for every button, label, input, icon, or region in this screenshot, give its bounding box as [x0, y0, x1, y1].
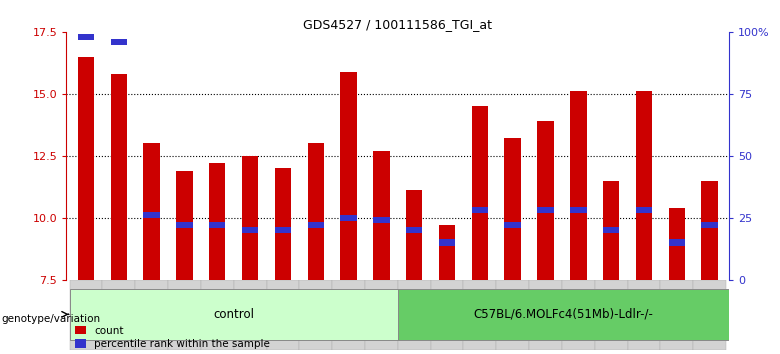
Bar: [668, 208, 685, 280]
Bar: [275, 168, 291, 280]
Title: GDS4527 / 100111586_TGI_at: GDS4527 / 100111586_TGI_at: [303, 18, 492, 31]
Bar: [307, 143, 324, 280]
Text: control: control: [213, 308, 254, 321]
Bar: [111, 39, 127, 45]
Bar: [431, 280, 463, 350]
Bar: [537, 207, 554, 213]
Text: genotype/variation: genotype/variation: [2, 314, 101, 324]
Bar: [570, 207, 587, 213]
Bar: [661, 280, 693, 350]
Bar: [603, 227, 619, 233]
Bar: [693, 280, 726, 350]
Bar: [275, 227, 291, 233]
Bar: [463, 280, 496, 350]
Bar: [373, 217, 389, 223]
Bar: [439, 225, 456, 280]
Bar: [365, 280, 398, 350]
Bar: [472, 106, 488, 280]
Bar: [69, 280, 102, 350]
Bar: [439, 239, 456, 246]
Bar: [529, 280, 562, 350]
Bar: [562, 280, 594, 350]
Bar: [111, 74, 127, 280]
Bar: [78, 57, 94, 280]
Bar: [406, 227, 423, 233]
Bar: [176, 222, 193, 228]
Bar: [668, 239, 685, 246]
Bar: [398, 280, 431, 350]
Bar: [242, 227, 258, 233]
Bar: [102, 280, 135, 350]
Bar: [505, 222, 521, 228]
Bar: [603, 181, 619, 280]
Bar: [496, 280, 529, 350]
Bar: [168, 280, 201, 350]
Bar: [135, 280, 168, 350]
Bar: [69, 289, 398, 340]
Bar: [307, 222, 324, 228]
Bar: [242, 156, 258, 280]
Bar: [340, 215, 356, 221]
Bar: [594, 280, 628, 350]
Bar: [340, 72, 356, 280]
Bar: [300, 280, 332, 350]
Bar: [472, 207, 488, 213]
Bar: [537, 121, 554, 280]
Bar: [701, 181, 718, 280]
Bar: [373, 151, 389, 280]
Bar: [406, 190, 423, 280]
Legend: count, percentile rank within the sample: count, percentile rank within the sample: [76, 326, 270, 349]
Bar: [144, 212, 160, 218]
Bar: [78, 34, 94, 40]
Bar: [267, 280, 300, 350]
Text: C57BL/6.MOLFc4(51Mb)-Ldlr-/-: C57BL/6.MOLFc4(51Mb)-Ldlr-/-: [473, 308, 654, 321]
Bar: [701, 222, 718, 228]
Bar: [209, 163, 225, 280]
Bar: [201, 280, 234, 350]
Bar: [636, 207, 652, 213]
Bar: [234, 280, 267, 350]
Bar: [628, 280, 661, 350]
Bar: [144, 143, 160, 280]
Bar: [209, 222, 225, 228]
Bar: [332, 280, 365, 350]
Bar: [636, 91, 652, 280]
Bar: [398, 289, 729, 340]
Bar: [505, 138, 521, 280]
Bar: [176, 171, 193, 280]
Bar: [570, 91, 587, 280]
